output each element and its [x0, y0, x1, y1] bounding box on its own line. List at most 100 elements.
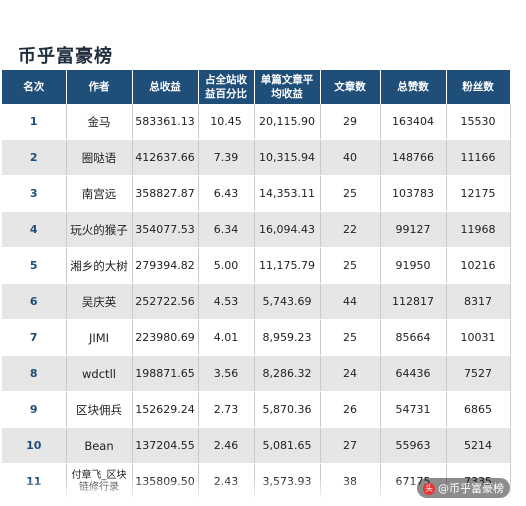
income-percent-cell: 10.45 — [198, 104, 255, 140]
table-row: 6 吴庆英 252722.56 4.53 5,743.69 44 112817 8317 — [2, 283, 511, 320]
total-income-cell: 152629.24 — [132, 391, 199, 428]
bottom-fade — [0, 478, 526, 506]
income-percent-cell: 2.46 — [198, 427, 255, 464]
followers-cell: 12175 — [446, 175, 511, 212]
total-likes-cell: 112817 — [380, 283, 447, 320]
total-likes-cell: 163404 — [380, 104, 447, 140]
income-percent-cell: 4.01 — [198, 319, 255, 356]
article-count-cell: 25 — [320, 319, 381, 356]
table-row: 3 南宫远 358827.87 6.43 14,353.11 25 103783 12175 — [2, 175, 511, 212]
watermark: 头 @币乎富豪榜 — [417, 478, 510, 498]
table-row: 7 JIMI 223980.69 4.01 8,959.23 25 85664 10031 — [2, 319, 511, 356]
rank-cell: 6 — [2, 283, 67, 320]
income-percent-cell: 5.00 — [198, 247, 255, 284]
avg-income-cell: 10,315.94 — [254, 139, 321, 176]
total-likes-cell: 148766 — [380, 139, 447, 176]
author-cell: 区块佣兵 — [66, 391, 133, 428]
followers-cell: 11166 — [446, 139, 511, 176]
total-likes-cell: 54731 — [380, 391, 447, 428]
rank-cell: 9 — [2, 391, 67, 428]
avg-income-cell: 5,081.65 — [254, 427, 321, 464]
avg-income-cell: 8,286.32 — [254, 355, 321, 392]
article-count-cell: 44 — [320, 283, 381, 320]
followers-cell: 11968 — [446, 211, 511, 248]
rank-cell: 4 — [2, 211, 67, 248]
author-cell: 圈哒语 — [66, 139, 133, 176]
income-percent-cell: 6.43 — [198, 175, 255, 212]
header-rank: 名次 — [2, 70, 67, 104]
followers-cell: 10216 — [446, 247, 511, 284]
author-cell: JIMI — [66, 319, 133, 356]
rank-cell: 7 — [2, 319, 67, 356]
article-count-cell: 40 — [320, 139, 381, 176]
rank-cell: 1 — [2, 104, 67, 140]
header-avg-income: 单篇文章平均收益 — [254, 70, 321, 104]
header-total-income: 总收益 — [132, 70, 199, 104]
page-title: 币乎富豪榜 — [18, 46, 113, 67]
article-count-cell: 25 — [320, 175, 381, 212]
rich-list-table: 名次 作者 总收益 占全站收益百分比 单篇文章平均收益 文章数 总赞数 粉丝数 … — [2, 70, 511, 500]
article-count-cell: 22 — [320, 211, 381, 248]
income-percent-cell: 7.39 — [198, 139, 255, 176]
header-total-likes: 总赞数 — [380, 70, 447, 104]
income-percent-cell: 6.34 — [198, 211, 255, 248]
total-likes-cell: 103783 — [380, 175, 447, 212]
total-income-cell: 279394.82 — [132, 247, 199, 284]
header-followers: 粉丝数 — [446, 70, 511, 104]
followers-cell: 8317 — [446, 283, 511, 320]
total-likes-cell: 99127 — [380, 211, 447, 248]
followers-cell: 6865 — [446, 391, 511, 428]
table-header-row: 名次 作者 总收益 占全站收益百分比 单篇文章平均收益 文章数 总赞数 粉丝数 — [2, 70, 511, 104]
article-count-cell: 27 — [320, 427, 381, 464]
header-income-percent: 占全站收益百分比 — [198, 70, 255, 104]
total-income-cell: 137204.55 — [132, 427, 199, 464]
author-cell: wdctll — [66, 355, 133, 392]
rank-cell: 3 — [2, 175, 67, 212]
avg-income-cell: 14,353.11 — [254, 175, 321, 212]
table-row: 5 湘乡的大树 279394.82 5.00 11,175.79 25 91950 10216 — [2, 247, 511, 284]
avg-income-cell: 5,870.36 — [254, 391, 321, 428]
article-count-cell: 29 — [320, 104, 381, 140]
table-row: 2 圈哒语 412637.66 7.39 10,315.94 40 148766 11166 — [2, 139, 511, 176]
author-cell: 湘乡的大树 — [66, 247, 133, 284]
total-income-cell: 252722.56 — [132, 283, 199, 320]
article-count-cell: 26 — [320, 391, 381, 428]
author-cell: 金马 — [66, 104, 133, 140]
total-income-cell: 583361.13 — [132, 104, 199, 140]
total-likes-cell: 64436 — [380, 355, 447, 392]
rank-cell: 8 — [2, 355, 67, 392]
followers-cell: 10031 — [446, 319, 511, 356]
header-author: 作者 — [66, 70, 133, 104]
income-percent-cell: 4.53 — [198, 283, 255, 320]
author-cell: 南宫远 — [66, 175, 133, 212]
total-income-cell: 358827.87 — [132, 175, 199, 212]
avg-income-cell: 8,959.23 — [254, 319, 321, 356]
author-cell: 吴庆英 — [66, 283, 133, 320]
total-likes-cell: 85664 — [380, 319, 447, 356]
table-row: 4 玩火的猴子 354077.53 6.34 16,094.43 22 99127 11968 — [2, 211, 511, 248]
article-count-cell: 24 — [320, 355, 381, 392]
avg-income-cell: 11,175.79 — [254, 247, 321, 284]
total-income-cell: 354077.53 — [132, 211, 199, 248]
income-percent-cell: 3.56 — [198, 355, 255, 392]
author-cell: Bean — [66, 427, 133, 464]
table-row: 9 区块佣兵 152629.24 2.73 5,870.36 26 54731 6865 — [2, 391, 511, 428]
author-cell: 玩火的猴子 — [66, 211, 133, 248]
followers-cell: 5214 — [446, 427, 511, 464]
table-row: 8 wdctll 198871.65 3.56 8,286.32 24 64436 7527 — [2, 355, 511, 392]
table-row: 10 Bean 137204.55 2.46 5,081.65 27 55963 5214 — [2, 427, 511, 464]
income-percent-cell: 2.73 — [198, 391, 255, 428]
rank-cell: 10 — [2, 427, 67, 464]
avg-income-cell: 16,094.43 — [254, 211, 321, 248]
total-income-cell: 198871.65 — [132, 355, 199, 392]
total-income-cell: 223980.69 — [132, 319, 199, 356]
followers-cell: 7527 — [446, 355, 511, 392]
rank-cell: 2 — [2, 139, 67, 176]
total-income-cell: 412637.66 — [132, 139, 199, 176]
rank-cell: 5 — [2, 247, 67, 284]
table-row: 1 金马 583361.13 10.45 20,115.90 29 163404 15530 — [2, 104, 511, 140]
header-article-count: 文章数 — [320, 70, 381, 104]
followers-cell: 15530 — [446, 104, 511, 140]
watermark-logo-icon: 头 — [423, 483, 435, 495]
avg-income-cell: 20,115.90 — [254, 104, 321, 140]
